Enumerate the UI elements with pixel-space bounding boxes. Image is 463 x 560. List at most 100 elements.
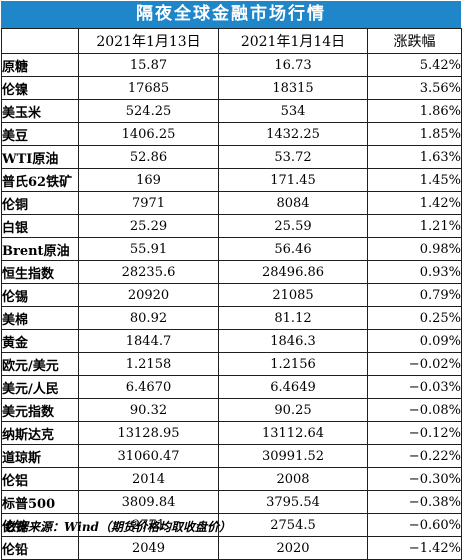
- row-value-date-1: 1.2158: [78, 352, 219, 376]
- row-name: 伦锡: [1, 283, 79, 307]
- row-value-date-2: 21085: [218, 283, 368, 307]
- table-row: 白银 25.29 25.59 1.21%: [1, 214, 462, 238]
- header-change: 涨跌幅: [367, 28, 462, 54]
- market-table: 2021年1月13日 2021年1月14日 涨跌幅 原糖 15.87 16.73 5.…: [1, 28, 462, 560]
- row-value-date-2: 8084: [218, 191, 368, 215]
- row-value-date-2: 2020: [218, 536, 368, 560]
- row-value-date-1: 90.32: [78, 398, 219, 422]
- row-value-date-2: 171.45: [218, 168, 368, 192]
- header-date-1: 2021年1月13日: [78, 28, 219, 54]
- table-row: 伦铜 7971 8084 1.42%: [1, 191, 462, 215]
- row-change: −0.08%: [367, 398, 462, 422]
- row-value-date-1: 1406.25: [78, 122, 219, 146]
- table-row: 美豆 1406.25 1432.25 1.85%: [1, 122, 462, 146]
- table-body: 原糖 15.87 16.73 5.42% 伦镍 17685 18315 3.56% 美玉米 524…: [1, 53, 462, 560]
- row-value-date-1: 2049: [78, 536, 219, 560]
- row-name: 欧元/美元: [1, 352, 79, 376]
- row-name: 恒生指数: [1, 260, 79, 284]
- row-change: 0.98%: [367, 237, 462, 261]
- table-row: 黄金 1844.7 1846.3 0.09%: [1, 329, 462, 353]
- row-change: −0.38%: [367, 490, 462, 514]
- table-row: 恒生指数 28235.6 28496.86 0.93%: [1, 260, 462, 284]
- row-change: 0.09%: [367, 329, 462, 353]
- row-name: 伦铜: [1, 191, 79, 215]
- row-change: 1.63%: [367, 145, 462, 169]
- row-change: −0.60%: [367, 513, 462, 537]
- row-name: 白银: [1, 214, 79, 238]
- row-name: 黄金: [1, 329, 79, 353]
- row-name: 美豆: [1, 122, 79, 146]
- row-name: 道琼斯: [1, 444, 79, 468]
- row-change: −0.03%: [367, 375, 462, 399]
- row-change: 0.79%: [367, 283, 462, 307]
- row-change: 5.42%: [367, 53, 462, 77]
- table-row: 伦锡 20920 21085 0.79%: [1, 283, 462, 307]
- row-value-date-1: 2771: [78, 513, 219, 537]
- table-row: 美棉 80.92 81.12 0.25%: [1, 306, 462, 330]
- table-row: 标普500 3809.84 3795.54 −0.38%: [1, 490, 462, 514]
- row-name: 美元/人民: [1, 375, 79, 399]
- row-value-date-1: 524.25: [78, 99, 219, 123]
- row-change: 3.56%: [367, 76, 462, 100]
- row-name: Brent原油: [1, 237, 79, 261]
- table-row: 美元指数 90.32 90.25 −0.08%: [1, 398, 462, 422]
- row-change: −1.42%: [367, 536, 462, 560]
- row-name: WTI原油: [1, 145, 79, 169]
- table-row: 伦铅 2049 2020 −1.42%: [1, 536, 462, 560]
- table-row: 美玉米 524.25 534 1.86%: [1, 99, 462, 123]
- table-row: 伦锌 2771 2754.5 −0.60%: [1, 513, 462, 537]
- row-change: 1.42%: [367, 191, 462, 215]
- table-row: 纳斯达克 13128.95 13112.64 −0.12%: [1, 421, 462, 445]
- row-name: 纳斯达克: [1, 421, 79, 445]
- row-name: 普氏62铁矿: [1, 168, 79, 192]
- table-title: 隔夜全球金融市场行情: [1, 1, 461, 28]
- row-value-date-2: 81.12: [218, 306, 368, 330]
- header-row: 2021年1月13日 2021年1月14日 涨跌幅: [1, 28, 462, 54]
- row-value-date-1: 7971: [78, 191, 219, 215]
- row-value-date-2: 3795.54: [218, 490, 368, 514]
- row-value-date-2: 56.46: [218, 237, 368, 261]
- row-change: 1.21%: [367, 214, 462, 238]
- row-value-date-2: 2008: [218, 467, 368, 491]
- header-name: [1, 28, 79, 54]
- table-row: Brent原油 55.91 56.46 0.98%: [1, 237, 462, 261]
- row-value-date-1: 6.4670: [78, 375, 219, 399]
- row-value-date-1: 3809.84: [78, 490, 219, 514]
- row-value-date-2: 28496.86: [218, 260, 368, 284]
- row-value-date-2: 2754.5: [218, 513, 368, 537]
- row-name: 伦镍: [1, 76, 79, 100]
- row-change: 0.93%: [367, 260, 462, 284]
- row-value-date-1: 55.91: [78, 237, 219, 261]
- row-value-date-1: 2014: [78, 467, 219, 491]
- row-value-date-2: 6.4649: [218, 375, 368, 399]
- row-value-date-1: 25.29: [78, 214, 219, 238]
- row-value-date-1: 169: [78, 168, 219, 192]
- row-value-date-2: 25.59: [218, 214, 368, 238]
- table-row: 伦铝 2014 2008 −0.30%: [1, 467, 462, 491]
- row-change: 1.45%: [367, 168, 462, 192]
- row-change: 0.25%: [367, 306, 462, 330]
- row-change: −0.30%: [367, 467, 462, 491]
- row-value-date-1: 13128.95: [78, 421, 219, 445]
- row-value-date-2: 16.73: [218, 53, 368, 77]
- row-value-date-2: 1.2156: [218, 352, 368, 376]
- table-row: 欧元/美元 1.2158 1.2156 −0.02%: [1, 352, 462, 376]
- row-value-date-2: 90.25: [218, 398, 368, 422]
- row-value-date-2: 18315: [218, 76, 368, 100]
- table-row: 道琼斯 31060.47 30991.52 −0.22%: [1, 444, 462, 468]
- row-value-date-2: 1432.25: [218, 122, 368, 146]
- row-value-date-2: 1846.3: [218, 329, 368, 353]
- table-row: 普氏62铁矿 169 171.45 1.45%: [1, 168, 462, 192]
- row-value-date-1: 15.87: [78, 53, 219, 77]
- table-row: 原糖 15.87 16.73 5.42%: [1, 53, 462, 77]
- row-change: −0.12%: [367, 421, 462, 445]
- row-name: 标普500: [1, 490, 79, 514]
- row-change: 1.85%: [367, 122, 462, 146]
- row-name: 美棉: [1, 306, 79, 330]
- row-name: 原糖: [1, 53, 79, 77]
- row-name: 伦锌: [1, 513, 79, 537]
- header-date-2: 2021年1月14日: [218, 28, 368, 54]
- row-name: 伦铅: [1, 536, 79, 560]
- row-value-date-2: 534: [218, 99, 368, 123]
